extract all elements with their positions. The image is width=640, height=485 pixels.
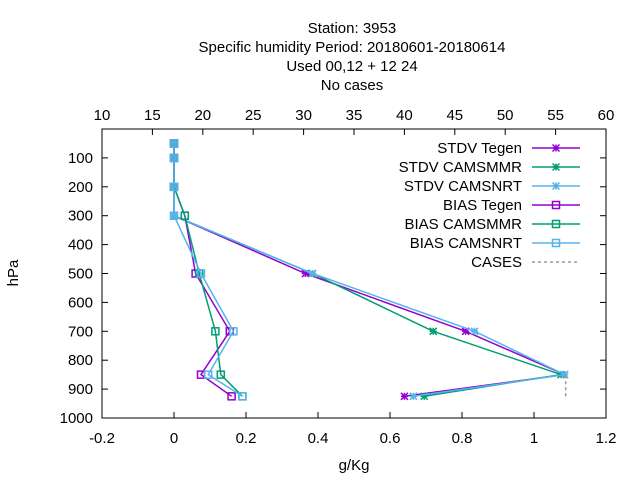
data-point: [238, 392, 247, 401]
x2-tick-label: 35: [346, 107, 363, 124]
data-point: [211, 327, 220, 336]
x2-tick-label: 25: [245, 107, 262, 124]
legend-entry: STDV Tegen: [437, 140, 580, 157]
x2-tick-label: 55: [547, 107, 564, 124]
y-tick-label: 300: [68, 208, 93, 225]
series-lines: [169, 139, 569, 401]
x2-tick-label: 50: [497, 107, 514, 124]
title-line-3: Used 00,12 + 12 24: [286, 58, 417, 75]
legend-label: BIAS Tegen: [443, 197, 522, 214]
data-point: [169, 182, 179, 192]
y-tick-label: 1000: [60, 410, 93, 427]
legend-label: STDV CAMSNRT: [404, 178, 522, 195]
legend-marker: [551, 181, 561, 191]
legend-label: STDV CAMSMMR: [399, 159, 523, 176]
legend-entry: STDV CAMSMMR: [399, 159, 580, 176]
legend-marker: [551, 238, 561, 248]
data-point: [470, 327, 479, 336]
x-tick-label: -0.2: [89, 430, 115, 447]
axis-ticks: -0.2 0 0.2 0.4 0.6 0.8 1 1.2 10 15 20 25 30 35 40 45 50 5…: [60, 107, 617, 447]
legend-marker: [551, 162, 561, 172]
x2-tick-label: 10: [94, 107, 111, 124]
x-tick-label: 0.8: [452, 430, 473, 447]
data-point: [227, 392, 236, 401]
series-bias-camsnrt: [169, 139, 247, 401]
legend-entry: BIAS CAMSMMR: [404, 216, 580, 233]
data-point: [216, 370, 226, 379]
x-tick-label: 1: [530, 430, 538, 447]
x2-tick-label: 30: [295, 107, 312, 124]
legend-marker: [551, 219, 561, 229]
legend-entry: BIAS Tegen: [443, 197, 580, 214]
legend-label: BIAS CAMSNRT: [410, 235, 522, 252]
data-point: [229, 327, 238, 336]
legend-label: BIAS CAMSMMR: [404, 216, 522, 233]
y-tick-label: 700: [68, 323, 93, 340]
legend-entry: CASES: [471, 254, 580, 271]
legend-entry: BIAS CAMSNRT: [410, 235, 580, 252]
y-tick-label: 600: [68, 294, 93, 311]
x-tick-label: 0.4: [308, 430, 329, 447]
x2-tick-label: 45: [446, 107, 463, 124]
x-tick-label: 1.2: [596, 430, 617, 447]
data-point: [429, 327, 438, 336]
y-tick-label: 500: [68, 266, 93, 283]
y-tick-label: 100: [68, 150, 93, 167]
data-point: [409, 392, 418, 401]
data-point: [169, 153, 179, 163]
x2-tick-label: 15: [144, 107, 161, 124]
series-line: [173, 143, 243, 397]
legend-label: CASES: [471, 254, 522, 271]
legend-entry: STDV CAMSNRT: [404, 178, 580, 195]
x-tick-label: 0: [170, 430, 178, 447]
title-line-2: Specific humidity Period: 20180601-20180…: [199, 39, 506, 56]
data-point: [169, 139, 179, 148]
data-point: [400, 392, 409, 401]
legend-marker: [551, 143, 561, 153]
data-point: [203, 370, 213, 379]
legend: STDV Tegen STDV CAMSMMR STDV CAMSNRT BIAS T…: [399, 140, 580, 271]
y-axis-label: hPa: [5, 259, 22, 286]
legend-label: STDV Tegen: [437, 140, 522, 157]
y-tick-label: 200: [68, 179, 93, 196]
title-line-1: Station: 3953: [308, 20, 396, 37]
x2-tick-label: 40: [396, 107, 413, 124]
y-tick-label: 400: [68, 237, 93, 254]
y-tick-label: 800: [68, 352, 93, 369]
data-point: [169, 211, 179, 220]
x2-tick-label: 60: [598, 107, 615, 124]
legend-marker: [551, 200, 561, 210]
x-axis-label: g/Kg: [339, 457, 370, 474]
title-line-4: No cases: [321, 77, 384, 94]
plot-frame: [101, 128, 607, 419]
series-line: [173, 143, 243, 397]
chart-title: Station: 3953 Specific humidity Period: …: [199, 20, 506, 94]
x-tick-label: 0.2: [236, 430, 257, 447]
x2-tick-label: 20: [194, 107, 211, 124]
x-tick-label: 0.6: [380, 430, 401, 447]
data-point: [180, 211, 190, 220]
data-point: [196, 269, 206, 278]
data-point: [308, 269, 317, 278]
data-point: [560, 370, 569, 379]
y-tick-label: 900: [68, 381, 93, 398]
series-bias-camsmmr: [169, 139, 247, 401]
